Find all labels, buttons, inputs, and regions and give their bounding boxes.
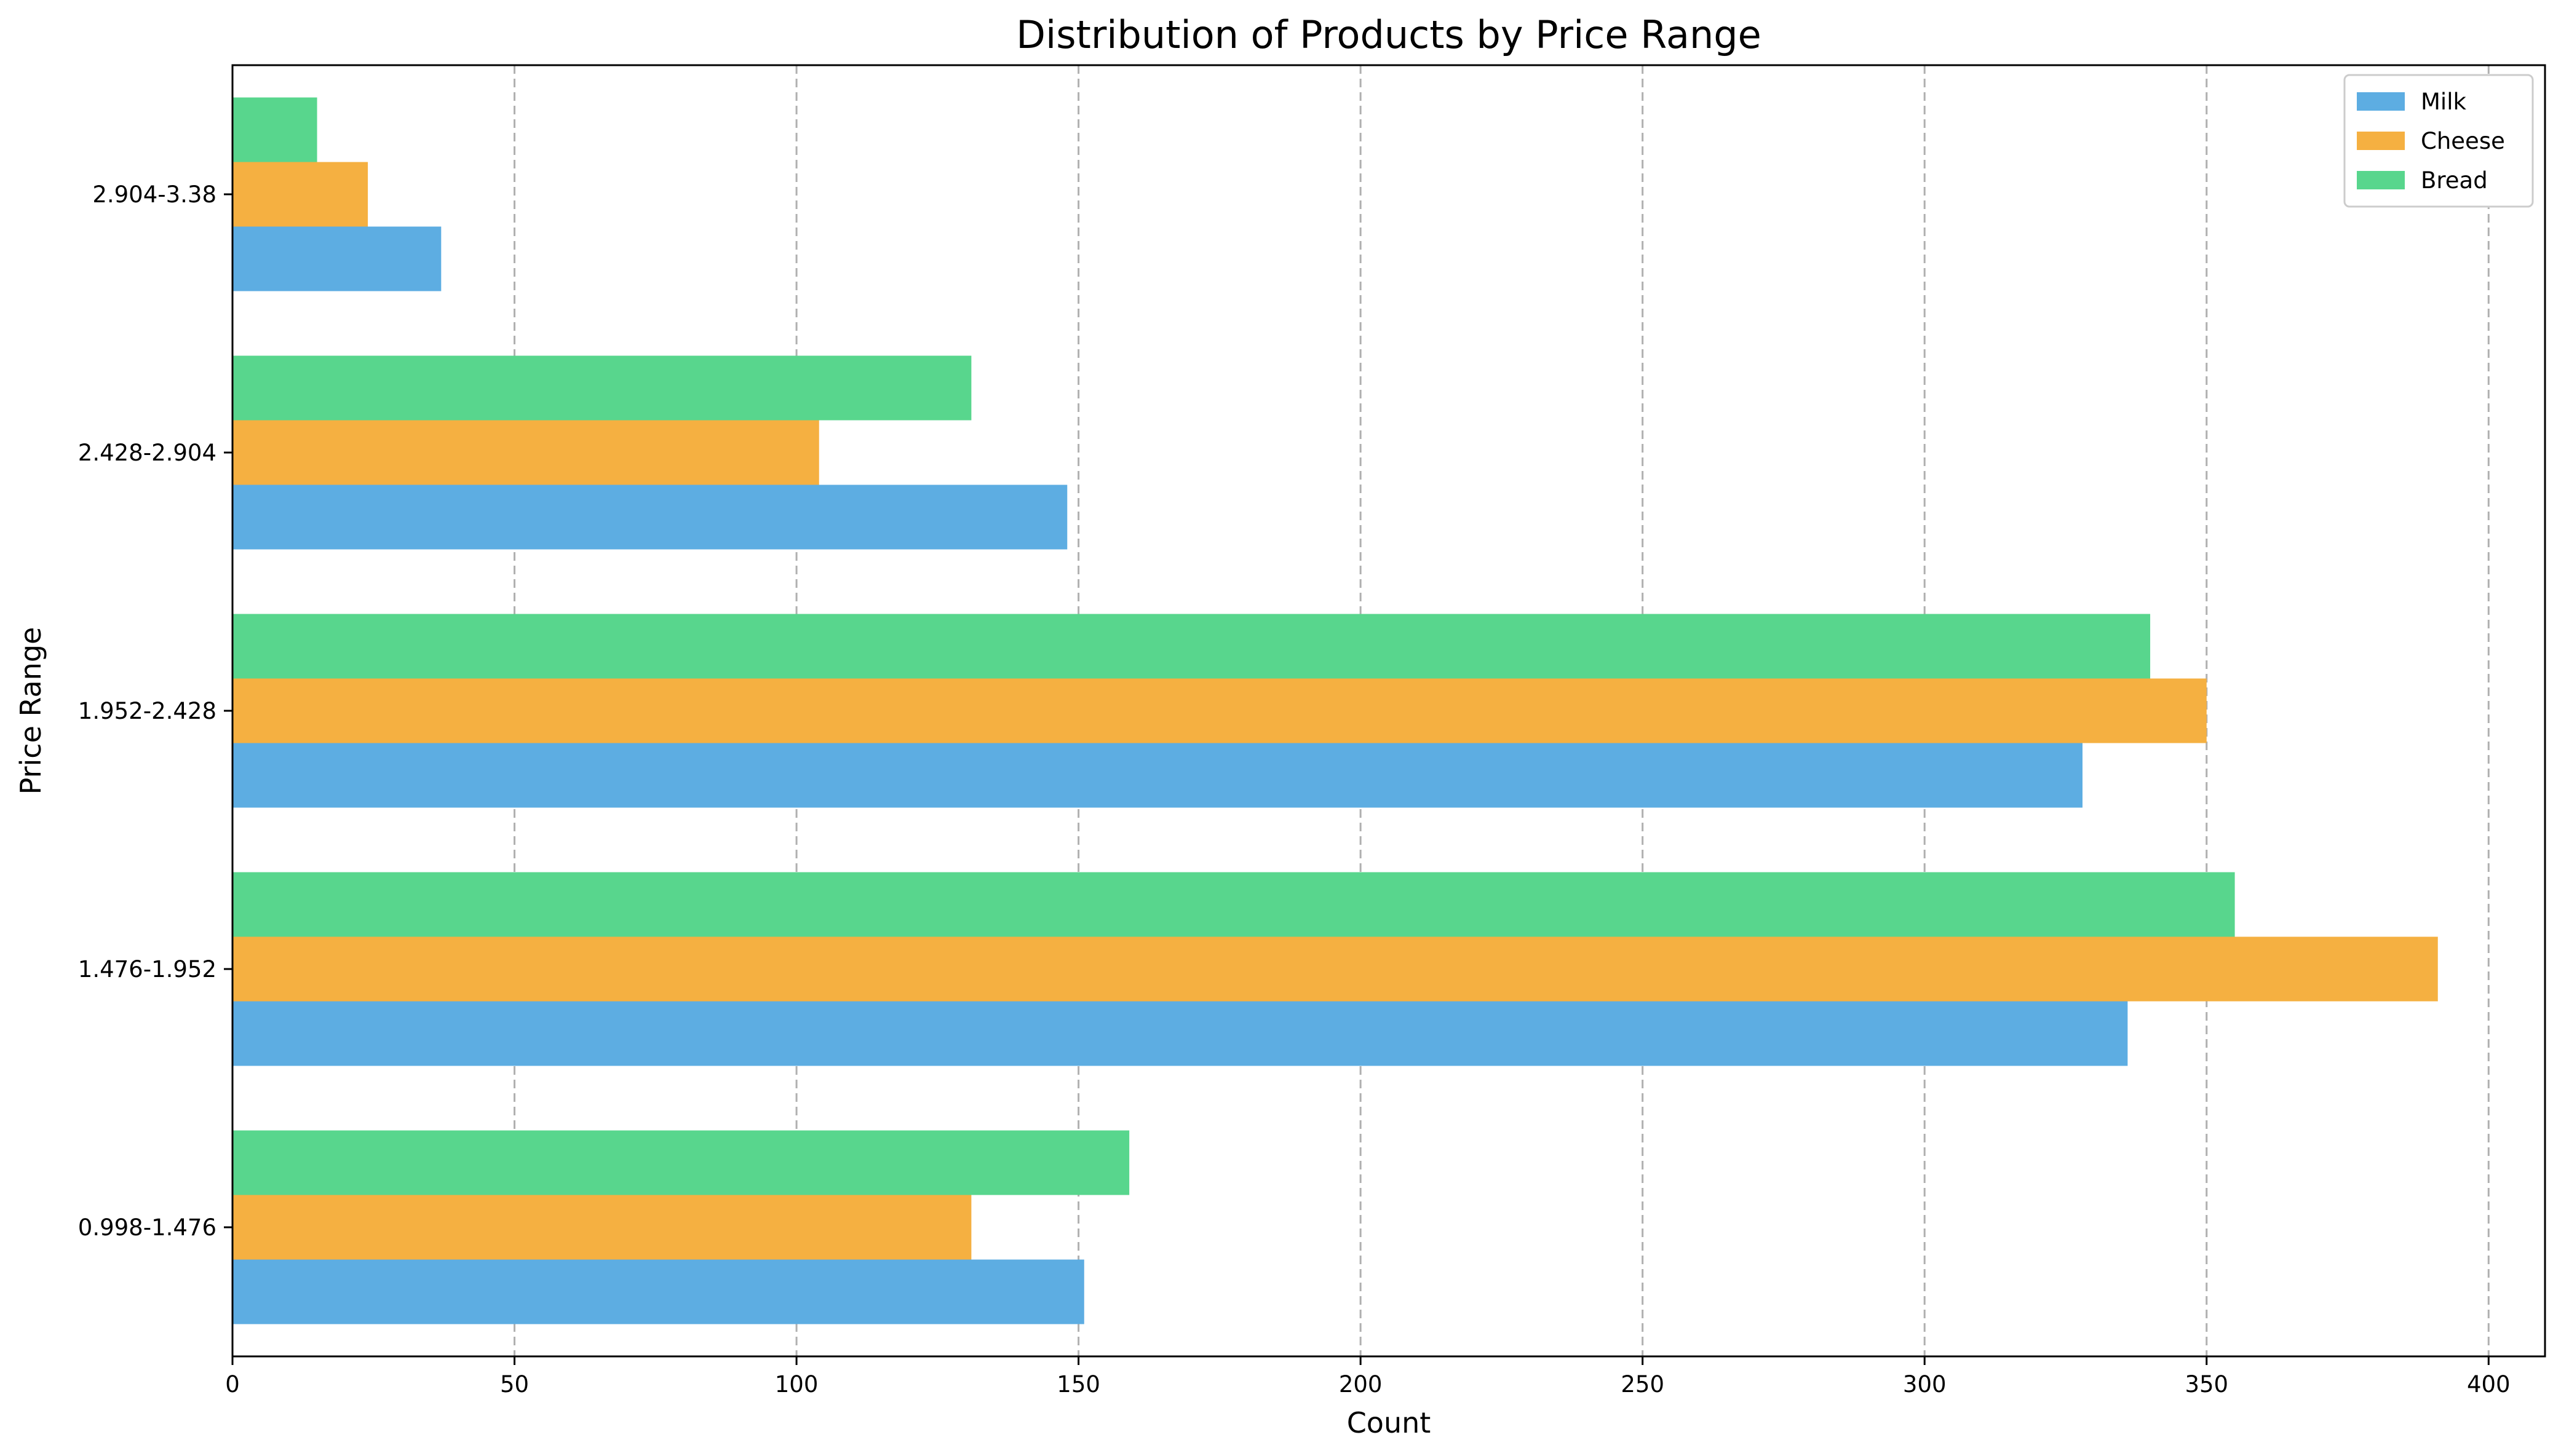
x-tick-label: 350	[2185, 1371, 2228, 1398]
legend: Milk Cheese Bread	[2343, 74, 2534, 208]
bar-bread	[232, 614, 2151, 679]
y-tick-label: 1.952-2.428	[78, 698, 216, 724]
x-tick-label: 50	[500, 1371, 529, 1398]
legend-swatch	[2357, 92, 2405, 111]
bars	[232, 97, 2438, 1324]
bar-bread	[232, 1130, 1130, 1195]
y-tick-label: 1.476-1.952	[78, 956, 216, 983]
legend-label: Cheese	[2421, 128, 2505, 154]
legend-swatch	[2357, 132, 2405, 150]
bar-milk	[232, 743, 2083, 808]
y-tick-label: 2.904-3.38	[92, 181, 216, 208]
axis-ticks: 0 50 100 150 200 250 300 350 400 0.998-1.476 1.476…	[78, 181, 2511, 1398]
x-tick-label: 400	[2467, 1371, 2511, 1398]
x-tick-label: 300	[1903, 1371, 1947, 1398]
bar-cheese	[232, 420, 819, 485]
x-tick-label: 250	[1621, 1371, 1664, 1398]
bar-bread	[232, 355, 972, 421]
legend-swatch	[2357, 171, 2405, 189]
y-tick-label: 2.428-2.904	[78, 440, 216, 466]
x-tick-label: 100	[775, 1371, 819, 1398]
legend-label: Bread	[2421, 167, 2488, 194]
bar-bread	[232, 872, 2235, 937]
x-tick-label: 150	[1057, 1371, 1100, 1398]
bar-milk	[232, 1259, 1084, 1324]
legend-label: Milk	[2421, 89, 2466, 115]
bar-cheese	[232, 936, 2438, 1002]
bar-cheese	[232, 1195, 972, 1260]
y-axis-label: Price Range	[14, 627, 47, 795]
chart-title: Distribution of Products by Price Range	[1016, 12, 1761, 57]
bar-milk	[232, 1001, 2128, 1066]
bar-milk	[232, 485, 1068, 550]
bar-cheese	[232, 162, 368, 227]
bar-milk	[232, 226, 442, 291]
x-tick-label: 0	[225, 1371, 240, 1398]
bar-cheese	[232, 678, 2207, 743]
x-tick-label: 200	[1339, 1371, 1383, 1398]
bar-bread	[232, 97, 317, 162]
y-tick-label: 0.998-1.476	[78, 1214, 216, 1241]
x-axis-label: Count	[1347, 1406, 1431, 1439]
